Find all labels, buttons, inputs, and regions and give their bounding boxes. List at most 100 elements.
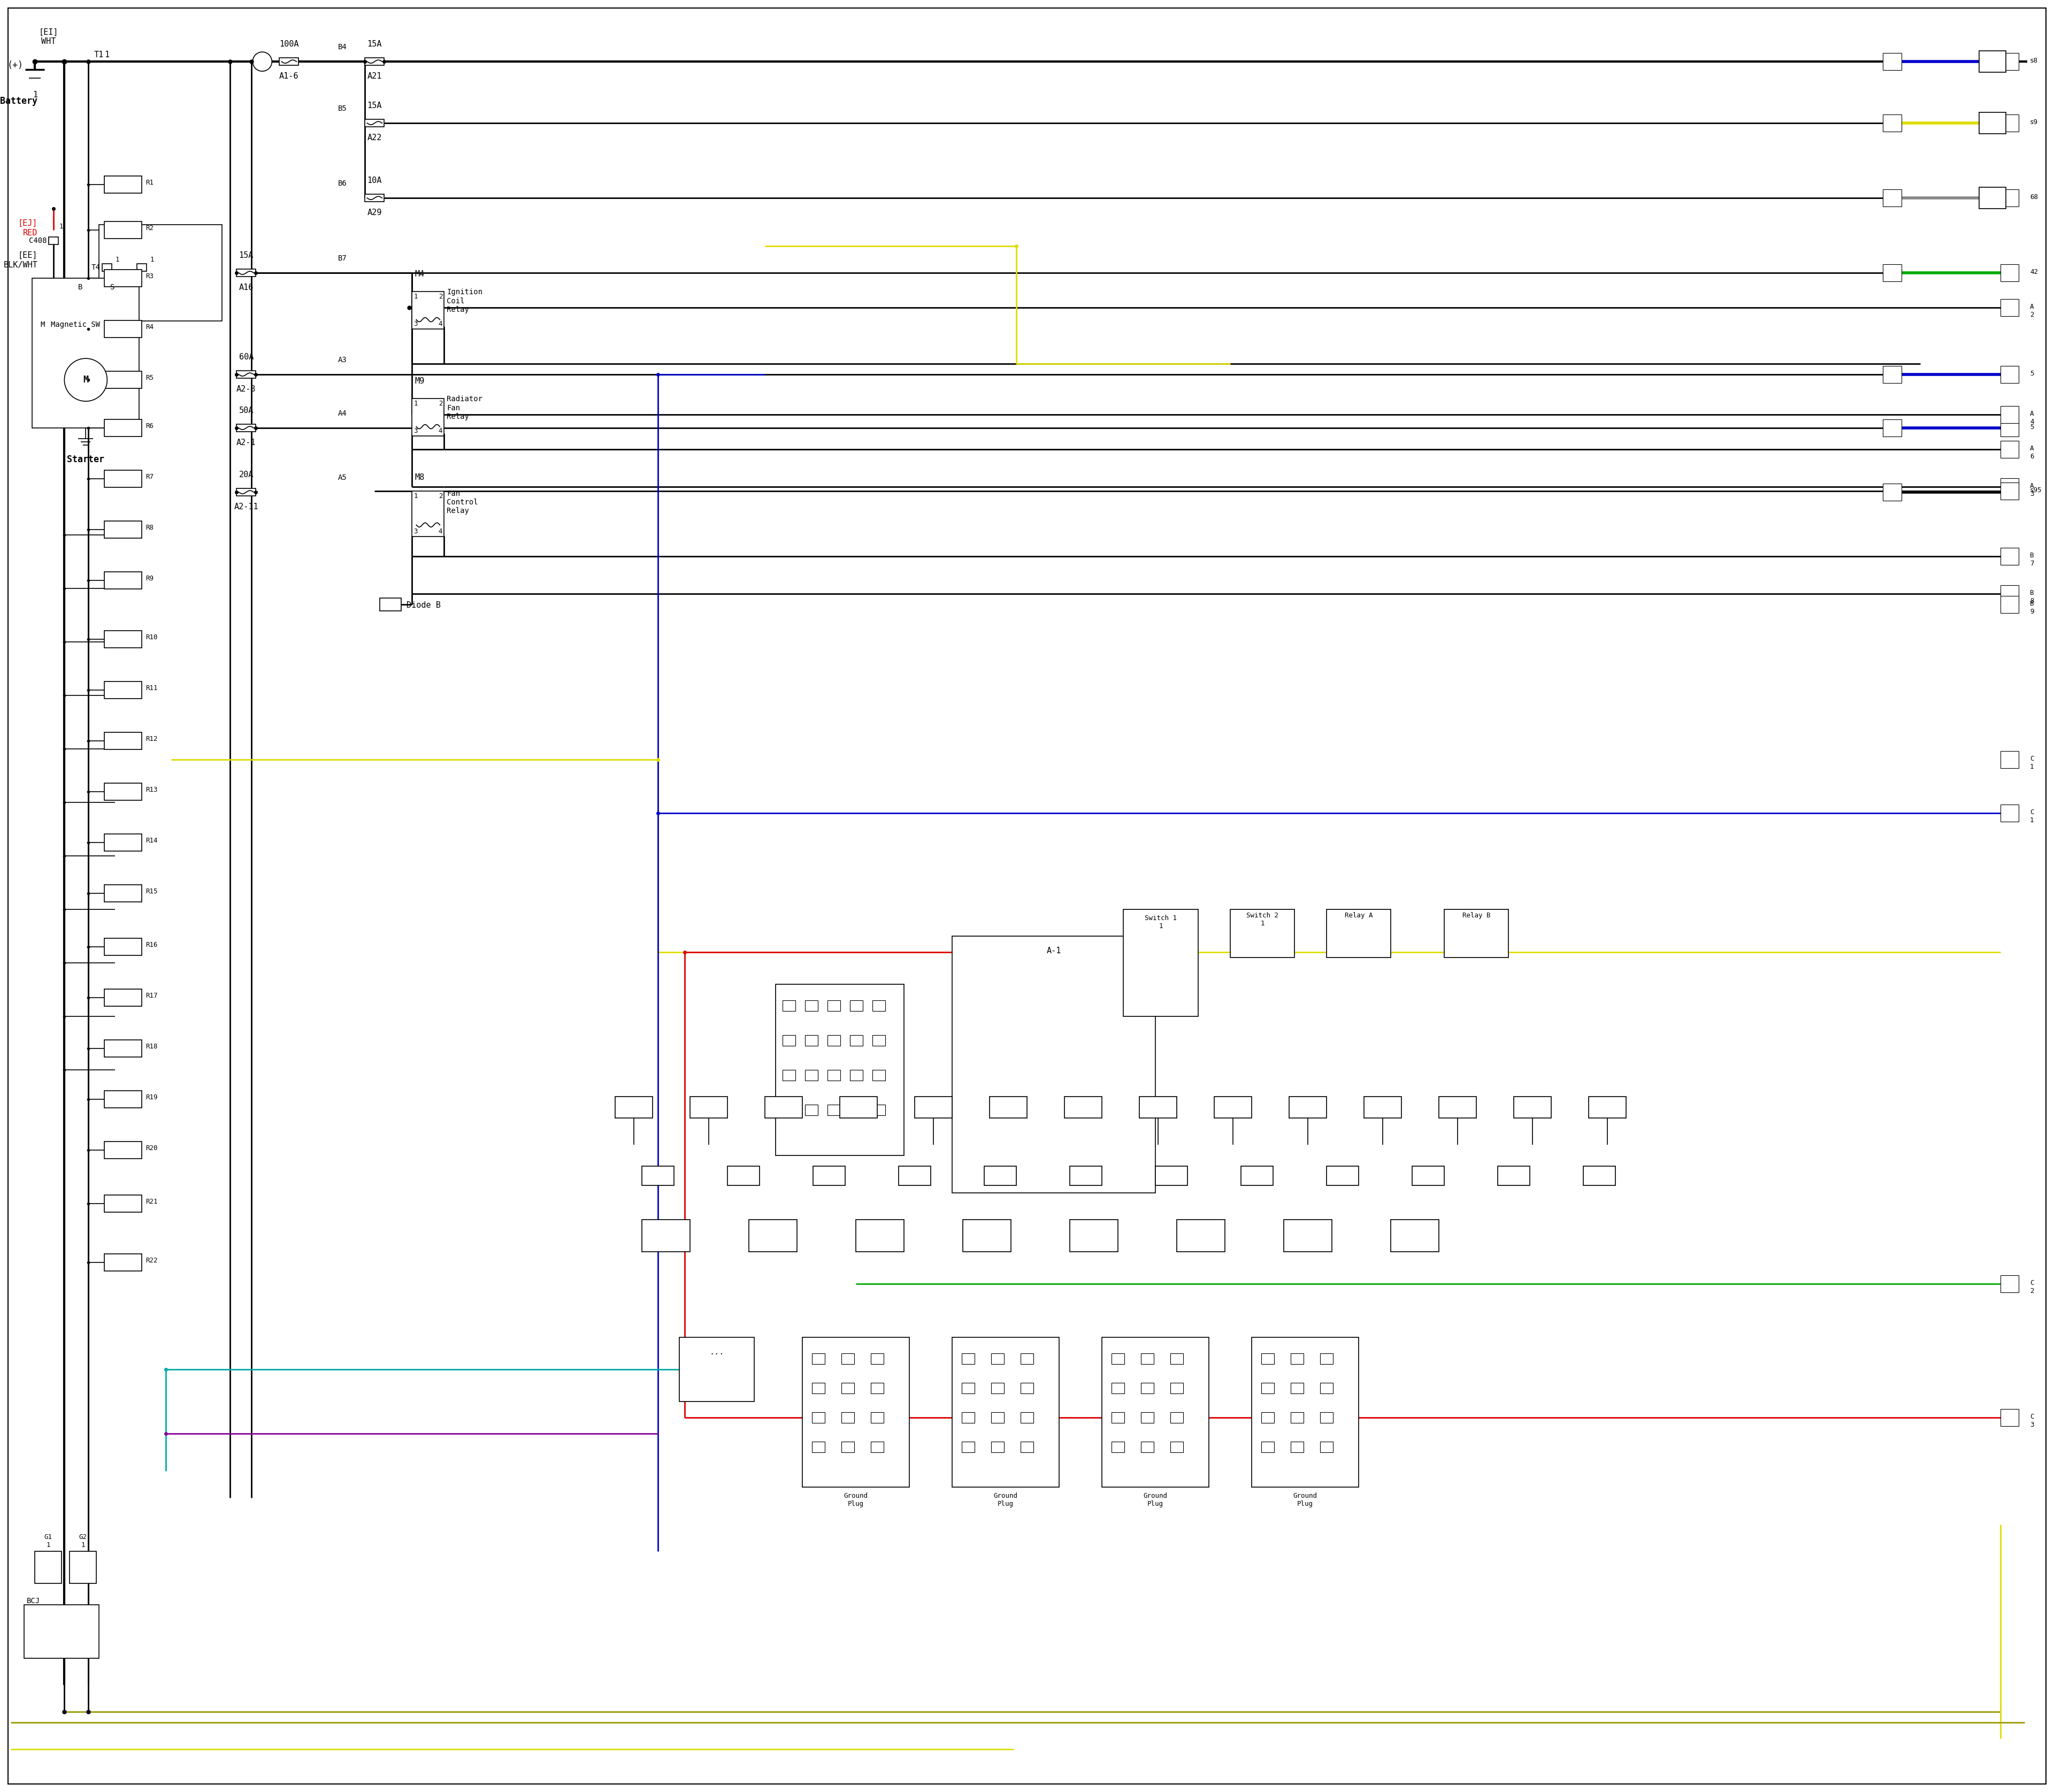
- Bar: [413, 491, 444, 536]
- Bar: [2001, 1409, 2019, 1426]
- Text: 100A: 100A: [279, 39, 298, 48]
- Text: 68: 68: [2029, 194, 2038, 201]
- Text: 60A: 60A: [238, 353, 253, 362]
- Bar: [1103, 1337, 1210, 1487]
- Bar: [105, 321, 142, 337]
- Text: R6: R6: [146, 423, 154, 430]
- Bar: [1884, 484, 1902, 500]
- Bar: [138, 263, 146, 271]
- Bar: [1290, 1097, 1327, 1118]
- Bar: [1171, 1383, 1183, 1394]
- Bar: [366, 57, 384, 65]
- Circle shape: [64, 358, 107, 401]
- Text: B
7: B 7: [2029, 552, 2033, 566]
- Text: 2: 2: [438, 493, 442, 500]
- Bar: [2001, 263, 2019, 281]
- Text: G2
1: G2 1: [80, 1534, 86, 1548]
- Bar: [1588, 1097, 1627, 1118]
- Bar: [811, 1441, 826, 1452]
- Text: BCJ: BCJ: [27, 1597, 41, 1604]
- Bar: [1140, 1097, 1177, 1118]
- Bar: [2001, 548, 2019, 564]
- Circle shape: [253, 52, 271, 72]
- Text: 3: 3: [413, 428, 417, 434]
- Bar: [105, 1254, 142, 1271]
- Bar: [413, 398, 444, 435]
- Bar: [105, 371, 142, 389]
- Bar: [105, 176, 142, 194]
- Text: R12: R12: [146, 735, 158, 742]
- Text: C
2: C 2: [2029, 1279, 2033, 1294]
- Bar: [783, 1104, 795, 1115]
- Text: Starter: Starter: [68, 455, 105, 464]
- Text: R10: R10: [146, 634, 158, 642]
- Text: Radiator
Fan
Relay: Radiator Fan Relay: [448, 396, 483, 421]
- Bar: [105, 521, 142, 538]
- Text: B6: B6: [339, 179, 347, 188]
- Bar: [1156, 1167, 1187, 1185]
- Text: B5: B5: [339, 106, 347, 113]
- Text: Ground
Plug: Ground Plug: [1144, 1493, 1167, 1507]
- Text: A22: A22: [368, 134, 382, 142]
- Bar: [2001, 586, 2019, 602]
- Text: G1
1: G1 1: [45, 1534, 51, 1548]
- Text: C
1: C 1: [2029, 808, 2033, 824]
- Bar: [953, 1337, 1060, 1487]
- Bar: [35, 1552, 62, 1584]
- Text: Ground
Plug: Ground Plug: [994, 1493, 1017, 1507]
- Text: A
3: A 3: [2029, 482, 2033, 498]
- Bar: [2001, 407, 2019, 423]
- Bar: [805, 1104, 817, 1115]
- Bar: [103, 263, 113, 271]
- Text: M: M: [41, 321, 45, 328]
- Text: [EJ]
RED: [EJ] RED: [18, 219, 37, 237]
- Bar: [2001, 478, 2019, 495]
- Text: 20A: 20A: [238, 471, 253, 478]
- Bar: [842, 1383, 854, 1394]
- Text: 5: 5: [2029, 423, 2033, 430]
- Bar: [1021, 1383, 1033, 1394]
- Bar: [1241, 1167, 1273, 1185]
- Text: 1: 1: [413, 294, 417, 299]
- Bar: [1413, 1167, 1444, 1185]
- Text: Diode B: Diode B: [407, 602, 442, 609]
- Text: 4: 4: [438, 527, 442, 534]
- Bar: [1321, 1383, 1333, 1394]
- Bar: [105, 1142, 142, 1159]
- Text: A16: A16: [238, 283, 253, 292]
- Text: 5: 5: [2029, 371, 2033, 376]
- Bar: [850, 1070, 863, 1081]
- Bar: [783, 1000, 795, 1011]
- Text: 42: 42: [2029, 269, 2038, 276]
- Bar: [1444, 909, 1508, 957]
- Text: R8: R8: [146, 525, 154, 530]
- Bar: [1321, 1441, 1333, 1452]
- Text: Relay B: Relay B: [1462, 912, 1491, 919]
- Text: A
2: A 2: [2029, 303, 2033, 319]
- Bar: [1980, 113, 2007, 134]
- Bar: [1884, 419, 1902, 437]
- Bar: [99, 224, 222, 321]
- Bar: [2001, 597, 2019, 613]
- Bar: [805, 1070, 817, 1081]
- Bar: [1230, 909, 1294, 957]
- Text: R2: R2: [146, 224, 154, 231]
- Bar: [1021, 1412, 1033, 1423]
- Bar: [1290, 1412, 1304, 1423]
- Bar: [828, 1104, 840, 1115]
- Bar: [1321, 1353, 1333, 1364]
- Text: B
9: B 9: [2029, 600, 2033, 615]
- Bar: [1290, 1441, 1304, 1452]
- Bar: [1261, 1353, 1273, 1364]
- Bar: [842, 1412, 854, 1423]
- Bar: [2001, 419, 2019, 437]
- Bar: [49, 237, 58, 244]
- Bar: [873, 1104, 885, 1115]
- Text: 1: 1: [115, 256, 119, 263]
- Bar: [643, 1167, 674, 1185]
- Text: 50A: 50A: [238, 407, 253, 414]
- Bar: [961, 1353, 976, 1364]
- Text: S: S: [111, 283, 115, 290]
- Bar: [842, 1353, 854, 1364]
- Bar: [1261, 1383, 1273, 1394]
